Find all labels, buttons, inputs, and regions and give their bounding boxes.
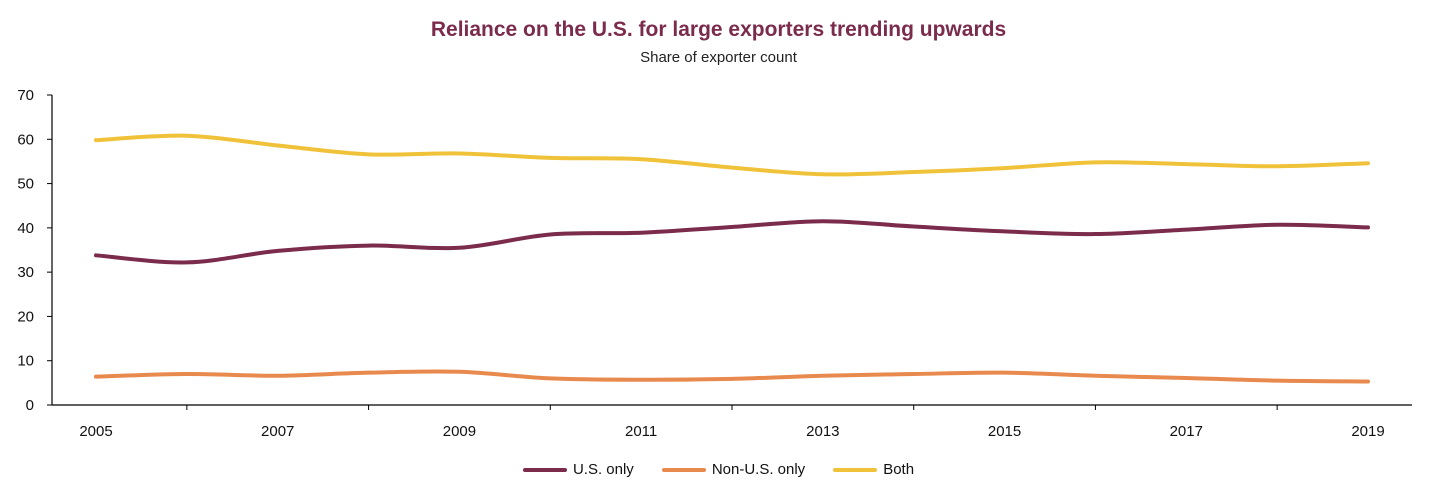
- series-line-non-u-s-only: [94, 369, 1370, 384]
- series-line-u-s-only: [94, 219, 1370, 265]
- y-tick-label: 60: [17, 131, 34, 148]
- x-tick-label: 2015: [988, 423, 1021, 440]
- legend-label-both: Both: [883, 461, 915, 478]
- x-tick-label: 2017: [1170, 423, 1203, 440]
- x-tick-label: 2007: [261, 423, 294, 440]
- y-tick-label: 30: [17, 264, 34, 281]
- x-tick-label: 2013: [806, 423, 839, 440]
- legend-label-us-only: U.S. only: [572, 461, 634, 478]
- series-line-both: [94, 133, 1370, 177]
- axes: 0 10 20 30 40 50 60 70 2005 2007 2009 2011 2013 2015 2…: [17, 87, 1412, 440]
- x-tick-label: 2005: [79, 423, 112, 440]
- legend: U.S. only Non-U.S. only Both: [0, 461, 1437, 478]
- x-tick-label: 2009: [443, 423, 476, 440]
- y-tick-label: 20: [17, 308, 34, 325]
- series-lines: [94, 133, 1370, 384]
- y-tick-label: 40: [17, 220, 34, 237]
- chart-title: Reliance on the U.S. for large exporters…: [430, 18, 1007, 41]
- legend-item-both: Both: [833, 461, 914, 478]
- legend-swatch-both: [833, 467, 878, 472]
- legend-label-non-us-only: Non-U.S. only: [711, 461, 806, 478]
- y-tick-label: 10: [17, 353, 34, 370]
- x-tick-label: 2011: [625, 423, 657, 440]
- legend-swatch-us-only: [522, 467, 567, 472]
- chart-subtitle: Share of exporter count: [640, 49, 797, 66]
- legend-swatch-non-us-only: [661, 467, 706, 472]
- legend-item-non-us-only: Non-U.S. only: [661, 461, 806, 478]
- y-tick-label: 0: [26, 397, 34, 414]
- y-tick-label: 70: [17, 87, 34, 104]
- legend-item-us-only: U.S. only: [522, 461, 634, 478]
- x-tick-label: 2019: [1351, 423, 1384, 440]
- y-tick-label: 50: [17, 176, 34, 193]
